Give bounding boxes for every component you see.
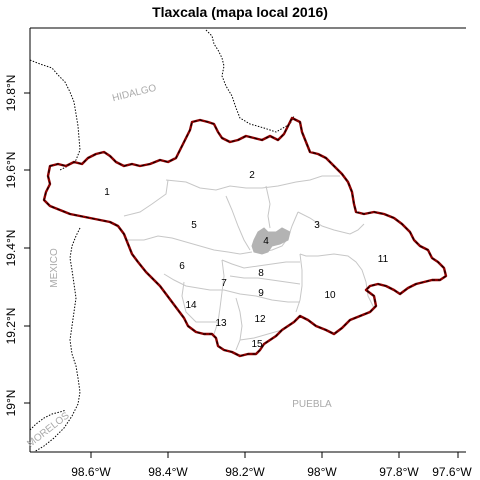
- hidalgo-mexico-border: [29, 59, 81, 171]
- y-tick-label: 19.4°N: [4, 230, 18, 267]
- district-label-4: 4: [263, 236, 269, 247]
- district-label-9: 9: [258, 288, 264, 299]
- y-tick-label: 19.2°N: [4, 308, 18, 345]
- x-tick-label: 98°W: [307, 465, 337, 479]
- district-boundary: [181, 281, 218, 323]
- x-tick-label: 98.4°W: [148, 465, 188, 479]
- district-boundary: [213, 259, 225, 335]
- district-boundary: [265, 185, 271, 229]
- y-tick-label: 19.6°N: [4, 152, 18, 189]
- district-label-15: 15: [251, 339, 263, 350]
- district-boundary: [165, 175, 340, 191]
- district-label-6: 6: [179, 261, 185, 272]
- district-boundary: [163, 273, 224, 291]
- district-label-12: 12: [254, 314, 266, 325]
- district-label-10: 10: [324, 290, 336, 301]
- x-tick-label: 97.8°W: [379, 465, 419, 479]
- district-boundary: [295, 253, 303, 313]
- state-label-puebla: PUEBLA: [292, 399, 332, 410]
- district-boundary: [229, 275, 301, 285]
- district-label-2: 2: [249, 170, 255, 181]
- plot-frame: [29, 27, 466, 453]
- district-label-13: 13: [215, 318, 227, 329]
- district-label-14: 14: [185, 300, 197, 311]
- state-label-mexico: MEXICO: [49, 248, 60, 288]
- district-boundary: [297, 211, 365, 235]
- x-axis: 98.6°W 98.4°W 98.2°W 98°W 97.8°W 97.6°W: [71, 452, 472, 479]
- district-labels: 1 2 3 4 5 6 7 8 9 10 11 12 13 14 15: [104, 170, 388, 350]
- x-tick-label: 98.2°W: [225, 465, 265, 479]
- district-label-11: 11: [378, 254, 389, 265]
- district-label-8: 8: [258, 268, 264, 279]
- district-boundary: [299, 253, 375, 309]
- hidalgo-puebla-border: [205, 29, 295, 133]
- district-lines: [123, 175, 375, 351]
- highlighted-district-4: [251, 227, 291, 255]
- district-boundary: [123, 179, 169, 217]
- y-tick-label: 19°N: [4, 390, 18, 417]
- district-boundary: [223, 289, 300, 303]
- y-axis: 19.8°N 19.6°N 19.4°N 19.2°N 19°N: [4, 75, 30, 417]
- mexico-morelos-border: [29, 409, 67, 431]
- map-title: Tlaxcala (mapa local 2016): [152, 4, 328, 20]
- y-tick-label: 19.8°N: [4, 75, 18, 112]
- x-tick-label: 98.6°W: [71, 465, 111, 479]
- tlaxcala-border-black: [43, 117, 447, 357]
- state-label-morelos: MORELOS: [25, 410, 71, 450]
- state-label-hidalgo: HIDALGO: [111, 83, 158, 105]
- district-label-1: 1: [104, 187, 110, 198]
- district-boundary: [225, 195, 251, 251]
- district-label-5: 5: [191, 220, 197, 231]
- mexico-puebla-border: [33, 227, 81, 453]
- x-tick-label: 97.6°W: [432, 465, 472, 479]
- district-boundary: [221, 259, 300, 269]
- district-boundary: [239, 329, 283, 341]
- district-label-7: 7: [221, 278, 227, 289]
- tlaxcala-border-red: [42, 116, 448, 358]
- district-boundary: [235, 297, 243, 351]
- tlaxcala-outline: [42, 116, 448, 358]
- district-boundary: [128, 235, 253, 255]
- state-borders: [29, 29, 295, 453]
- district-label-3: 3: [314, 220, 320, 231]
